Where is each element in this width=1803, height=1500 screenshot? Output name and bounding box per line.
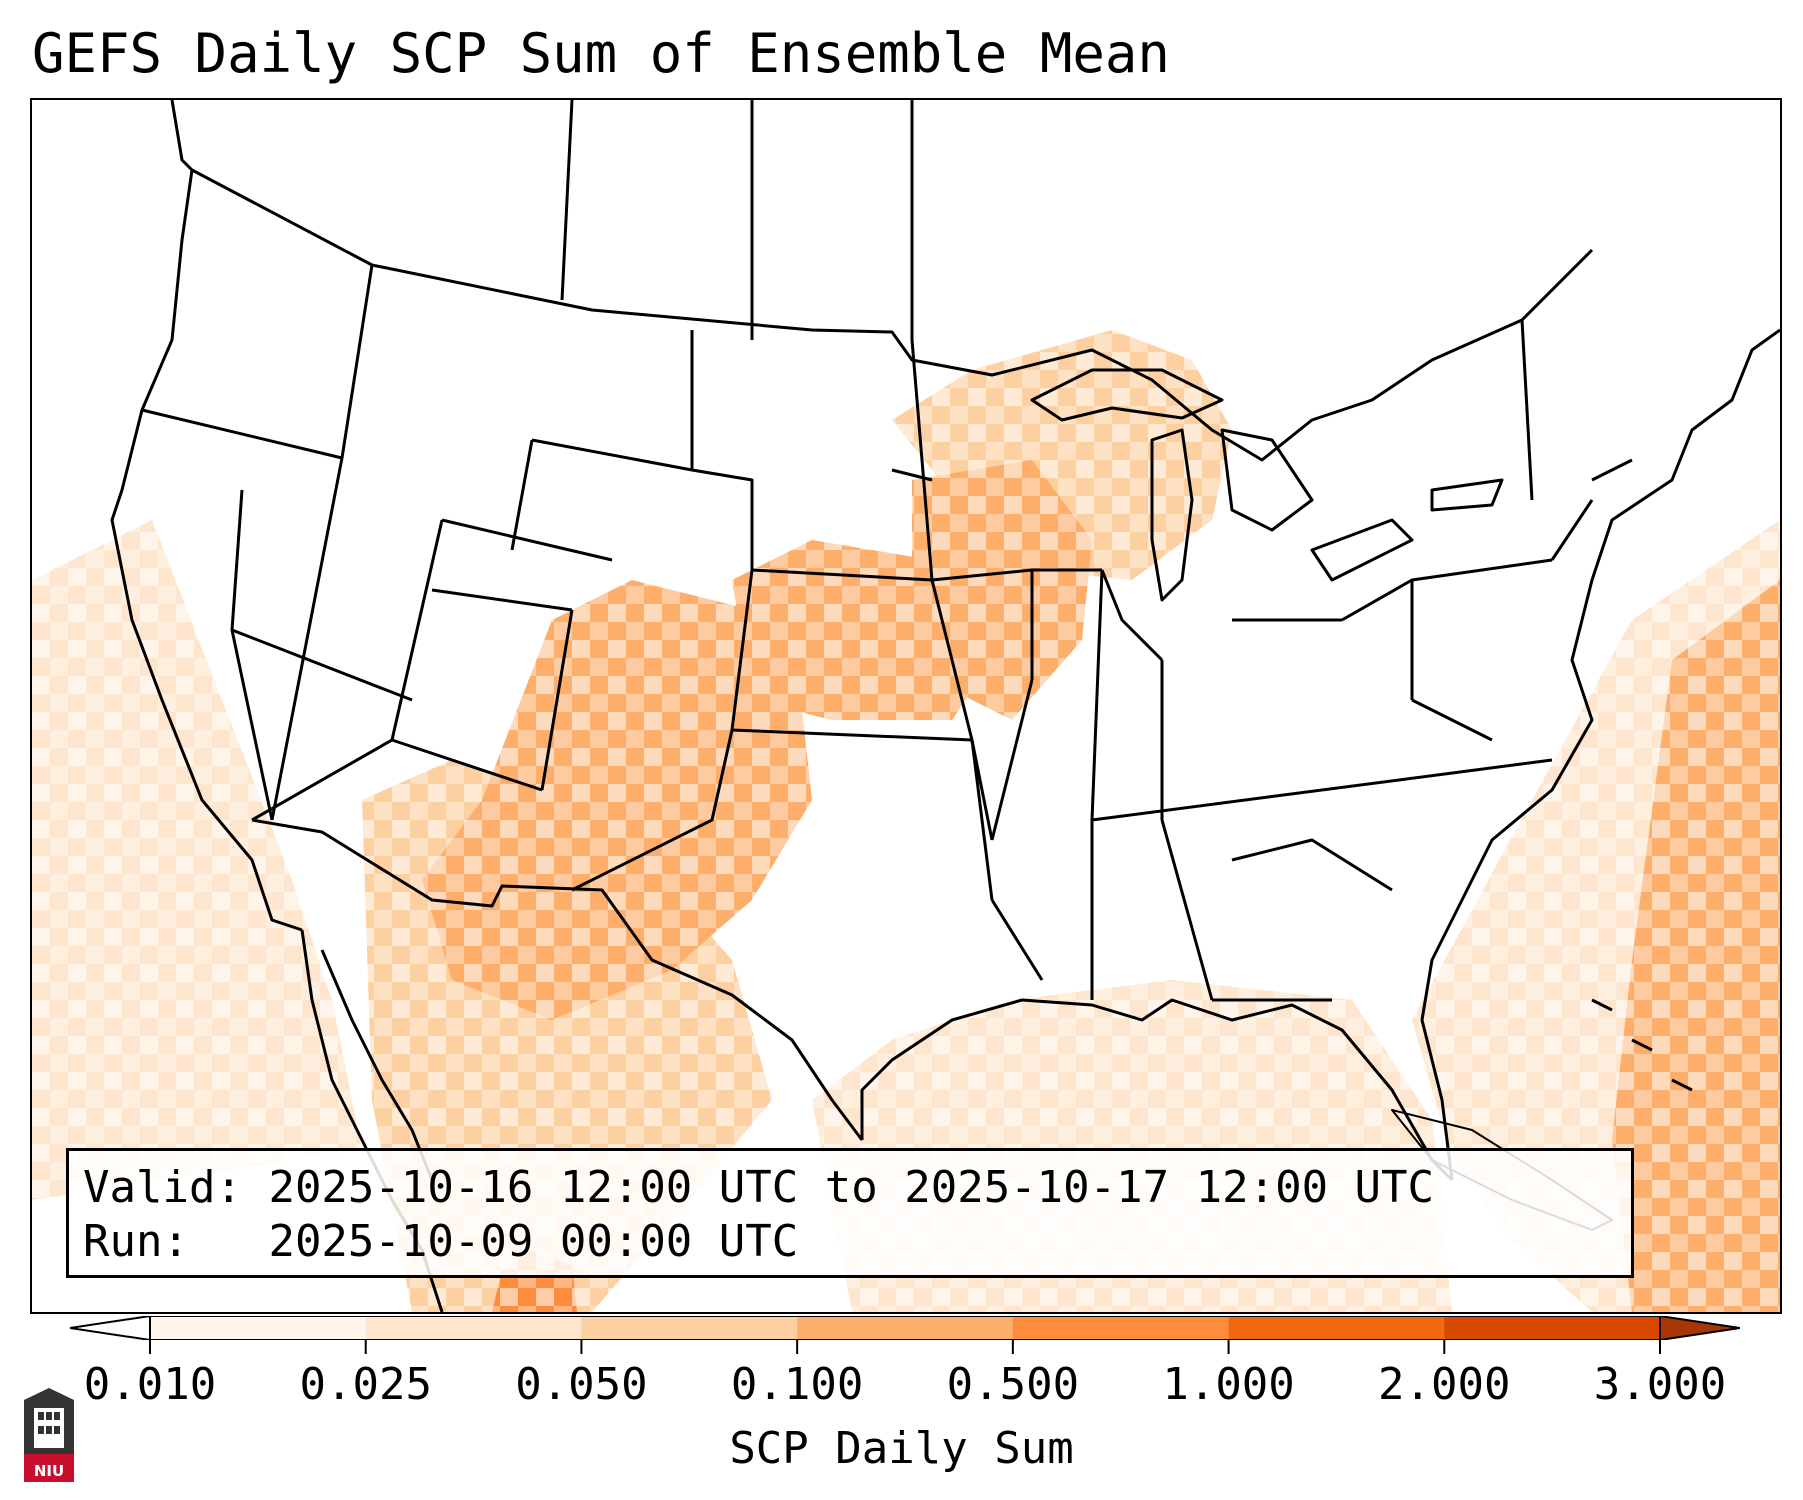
- colorbar-tick-label: 0.010: [83, 1359, 217, 1410]
- valid-line: Valid: 2025-10-16 12:00 UTC to 2025-10-1…: [83, 1161, 1617, 1215]
- colorbar-frame: [149, 1316, 1661, 1340]
- lake-huron: [1220, 428, 1314, 532]
- atlantic-coastline: [1420, 328, 1780, 1181]
- colorbar-tick-label: 0.500: [946, 1359, 1080, 1410]
- colorbar-ticks: [149, 1340, 1661, 1354]
- colorbar-segment: [1444, 1316, 1661, 1340]
- gulf-coastline: [860, 998, 1454, 1182]
- map-canvas: [32, 100, 1780, 1312]
- run-label: Run:: [83, 1216, 189, 1267]
- lake-michigan: [1150, 428, 1194, 602]
- state-borders-west: [141, 264, 994, 892]
- colorbar-over-arrow: [1659, 1316, 1740, 1340]
- us-canada-border: [170, 100, 1594, 462]
- colorbar-tick-label: 0.050: [515, 1359, 648, 1410]
- state-borders-plains: [560, 100, 1102, 981]
- grid-texture: [32, 100, 1780, 1312]
- map-title: GEFS Daily SCP Sum of Ensemble Mean: [32, 22, 1170, 85]
- colorbar-segments: [150, 1316, 1661, 1340]
- run-line: Run: 2025-10-09 00:00 UTC: [83, 1215, 1617, 1269]
- colorbar-tick-label: 3.000: [1593, 1359, 1727, 1410]
- pacific-coastline: [110, 169, 303, 932]
- colorbar-segment: [581, 1316, 798, 1340]
- logo-text: NIU: [33, 1462, 65, 1480]
- colorbar: [70, 1316, 1740, 1340]
- gulf-of-california: [320, 949, 434, 1181]
- valid-label: Valid:: [83, 1162, 242, 1213]
- colorbar-segment: [365, 1316, 582, 1340]
- colorbar-segment: [1012, 1316, 1230, 1340]
- state-borders-east: [1090, 319, 1633, 1002]
- validity-info-box: Valid: 2025-10-16 12:00 UTC to 2025-10-1…: [66, 1148, 1634, 1278]
- run-text: 2025-10-09 00:00 UTC: [268, 1216, 799, 1267]
- colorbar-segment: [1228, 1316, 1445, 1340]
- map-panel: [30, 98, 1782, 1314]
- university-seal-icon: [24, 1388, 74, 1482]
- colorbar-tick-label: 2.000: [1378, 1359, 1511, 1410]
- lake-erie: [1310, 518, 1414, 582]
- valid-text: 2025-10-16 12:00 UTC to 2025-10-17 12:00…: [268, 1162, 1435, 1213]
- us-mexico-border: [251, 818, 864, 1141]
- colorbar-segment: [797, 1316, 1014, 1340]
- colorbar-tick-label: 0.100: [730, 1359, 864, 1410]
- colorbar-under-arrow: [70, 1316, 151, 1340]
- colorbar-label: SCP Daily Sum: [729, 1423, 1074, 1474]
- lake-ontario: [1430, 478, 1504, 512]
- colorbar-segment: [150, 1316, 367, 1340]
- colorbar-tick-label: 1.000: [1162, 1359, 1295, 1410]
- borders: [110, 100, 1780, 1312]
- colorbar-tick-label: 0.025: [299, 1359, 432, 1410]
- bahamas: [1591, 998, 1693, 1092]
- lake-superior: [1030, 368, 1224, 422]
